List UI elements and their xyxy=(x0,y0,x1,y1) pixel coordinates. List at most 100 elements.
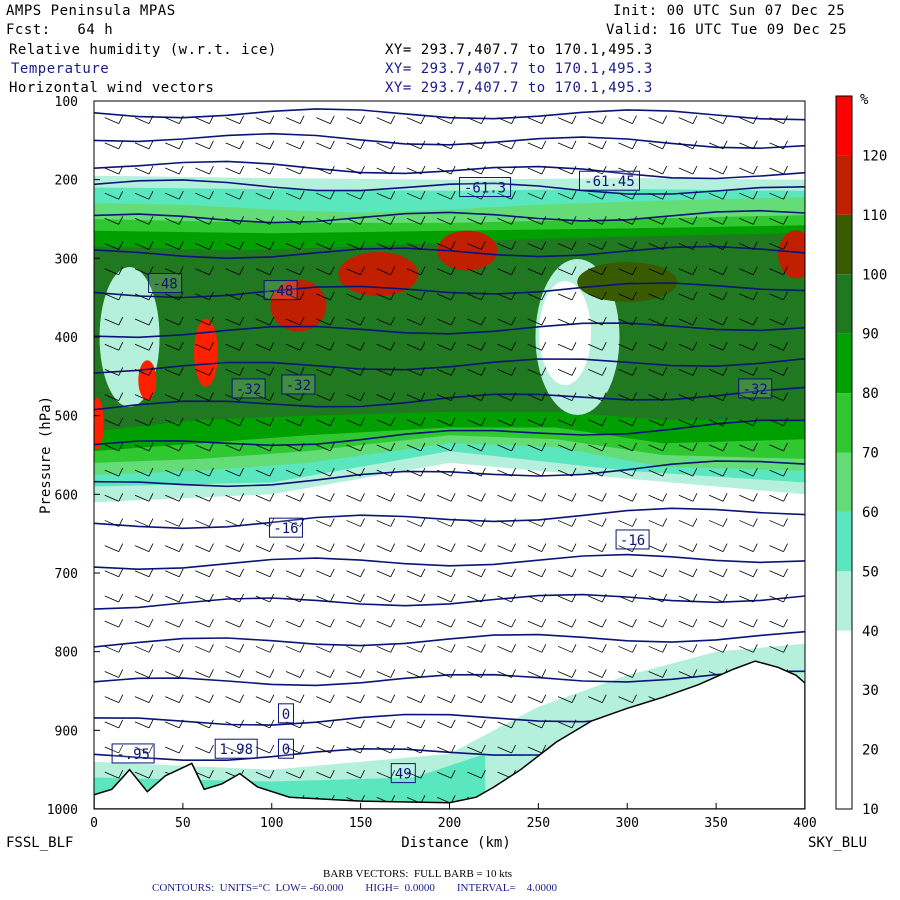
wind-barb xyxy=(316,115,335,125)
wind-barb xyxy=(497,241,516,250)
wind-barb xyxy=(104,316,124,326)
wind-barb xyxy=(467,417,486,427)
wind-barb xyxy=(346,744,365,754)
wind-barb xyxy=(437,493,456,502)
contour-label-box xyxy=(277,703,294,724)
wind-barb xyxy=(316,392,335,401)
wind-barb xyxy=(346,593,365,603)
wind-barb xyxy=(467,291,486,301)
colorbar-segment xyxy=(836,393,852,453)
wind-barb xyxy=(195,165,214,175)
wind-barb xyxy=(346,291,365,301)
wind-barb xyxy=(406,417,426,427)
wind-barb xyxy=(648,593,668,603)
wind-barb xyxy=(648,342,668,351)
y-tick-label: 300 xyxy=(55,252,78,267)
wind-barb xyxy=(618,618,637,628)
wind-barb xyxy=(437,769,456,779)
wind-barb xyxy=(104,241,124,250)
wind-barb xyxy=(134,543,154,552)
wind-barb xyxy=(255,493,275,502)
wind-barb xyxy=(437,568,456,578)
wind-barb xyxy=(316,367,335,376)
wind-barb xyxy=(648,467,668,477)
wind-barb xyxy=(769,593,788,603)
wind-barb xyxy=(285,568,305,578)
wind-barb xyxy=(134,644,154,653)
wind-barb xyxy=(557,493,577,502)
wind-barb xyxy=(316,744,335,754)
wind-barb xyxy=(648,266,668,276)
wind-barb xyxy=(225,593,245,603)
wind-barb xyxy=(497,719,516,729)
wind-barb xyxy=(437,241,456,250)
wind-barb xyxy=(618,669,637,678)
wind-barb xyxy=(376,241,396,250)
wind-barb xyxy=(739,467,758,477)
wind-barb xyxy=(285,543,305,552)
wind-barb xyxy=(255,669,275,678)
contour-label: -48 xyxy=(152,277,177,293)
wind-barb xyxy=(527,342,547,351)
temperature-contour xyxy=(94,108,805,121)
wind-barb xyxy=(195,593,214,603)
wind-barb xyxy=(134,467,154,477)
wind-barb xyxy=(225,744,245,754)
wind-barb xyxy=(316,644,335,653)
wind-barb xyxy=(769,644,788,653)
wind-barb xyxy=(134,316,154,326)
colorbar-segment xyxy=(836,96,852,156)
wind-barb xyxy=(255,140,275,150)
wind-barb xyxy=(376,543,396,552)
wind-barb xyxy=(618,417,637,427)
wind-barb xyxy=(316,266,335,276)
wind-barb xyxy=(739,266,758,276)
wind-barb xyxy=(557,694,577,704)
wind-barb xyxy=(527,593,547,603)
wind-barb xyxy=(134,140,154,150)
wind-barb xyxy=(104,769,124,779)
wind-barb xyxy=(437,216,456,225)
wind-barb xyxy=(406,543,426,552)
wind-barb xyxy=(497,744,516,754)
wind-barb xyxy=(104,694,124,704)
wind-barb xyxy=(285,165,305,175)
wind-barb xyxy=(195,442,214,452)
contour-label-box xyxy=(390,763,416,784)
wind-barb xyxy=(678,216,698,225)
wind-barb xyxy=(255,367,275,376)
temperature-contour xyxy=(94,460,805,488)
wind-barb xyxy=(195,719,214,729)
wind-barb xyxy=(497,644,516,653)
wind-barb xyxy=(225,216,245,225)
wind-barb xyxy=(195,518,214,527)
wind-barb xyxy=(678,593,698,603)
wind-barb xyxy=(648,518,668,527)
wind-barb xyxy=(437,644,456,653)
wind-barb xyxy=(165,140,184,150)
wind-barb xyxy=(678,115,698,125)
wind-barb xyxy=(437,367,456,376)
wind-barb xyxy=(285,216,305,225)
colorbar-level: 80 xyxy=(862,386,879,402)
wind-barb xyxy=(406,115,426,125)
wind-barb xyxy=(527,266,547,276)
wind-barb xyxy=(437,744,456,754)
rh-blob-120-b xyxy=(138,360,157,401)
rh-blob-110-d xyxy=(778,230,805,279)
wind-barb xyxy=(346,644,365,653)
wind-barb xyxy=(104,467,124,477)
wind-barb xyxy=(225,644,245,653)
plot-area: -61.3 -61.45 -48 -48 -32 -32 -32 -16 -16 0 0 1.98 -.… xyxy=(94,101,805,809)
wind-barb xyxy=(406,744,426,754)
wind-barb xyxy=(437,518,456,527)
colorbar-frame xyxy=(835,95,853,810)
wind-barb xyxy=(376,266,396,276)
wind-barb xyxy=(316,493,335,502)
wind-barb xyxy=(406,442,426,452)
wind-barb xyxy=(739,291,758,301)
wind-barb xyxy=(285,342,305,351)
wind-barb xyxy=(165,493,184,502)
wind-barb xyxy=(134,417,154,427)
wind-barb xyxy=(437,266,456,276)
